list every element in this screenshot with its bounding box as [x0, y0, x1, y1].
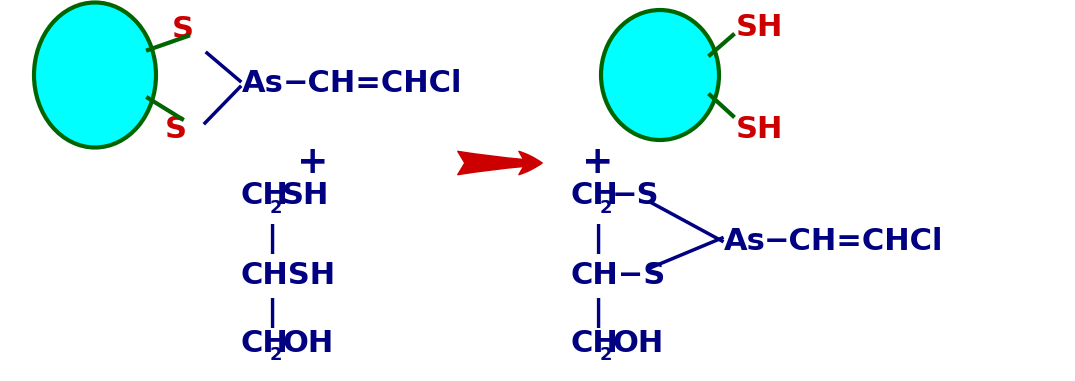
- Ellipse shape: [601, 10, 719, 140]
- Text: |: |: [592, 298, 603, 328]
- Text: CH: CH: [240, 181, 288, 210]
- Text: CH: CH: [240, 328, 288, 357]
- Text: S: S: [164, 115, 187, 144]
- Text: S: S: [172, 14, 194, 43]
- Ellipse shape: [34, 3, 156, 147]
- Text: |: |: [592, 224, 603, 254]
- Text: 2: 2: [270, 199, 283, 217]
- Text: CH−S: CH−S: [570, 261, 665, 290]
- Text: +: +: [298, 145, 329, 181]
- Text: 2: 2: [270, 346, 283, 364]
- Text: As: As: [723, 226, 765, 256]
- Text: SH: SH: [736, 115, 784, 144]
- Text: |: |: [267, 298, 277, 328]
- Text: CH: CH: [570, 328, 618, 357]
- Text: −S: −S: [612, 181, 659, 210]
- Text: OH: OH: [282, 328, 333, 357]
- Text: +: +: [583, 145, 614, 181]
- Text: |: |: [267, 224, 277, 254]
- Text: SH: SH: [282, 181, 329, 210]
- Text: SH: SH: [736, 13, 784, 43]
- Text: 2: 2: [600, 346, 613, 364]
- Text: CH: CH: [570, 181, 618, 210]
- Text: −CH=CHCl: −CH=CHCl: [764, 226, 944, 256]
- Text: OH: OH: [612, 328, 663, 357]
- Text: CHSH: CHSH: [240, 261, 335, 290]
- Text: As: As: [242, 69, 284, 99]
- Text: −CH=CHCl: −CH=CHCl: [283, 69, 462, 99]
- Text: 2: 2: [600, 199, 613, 217]
